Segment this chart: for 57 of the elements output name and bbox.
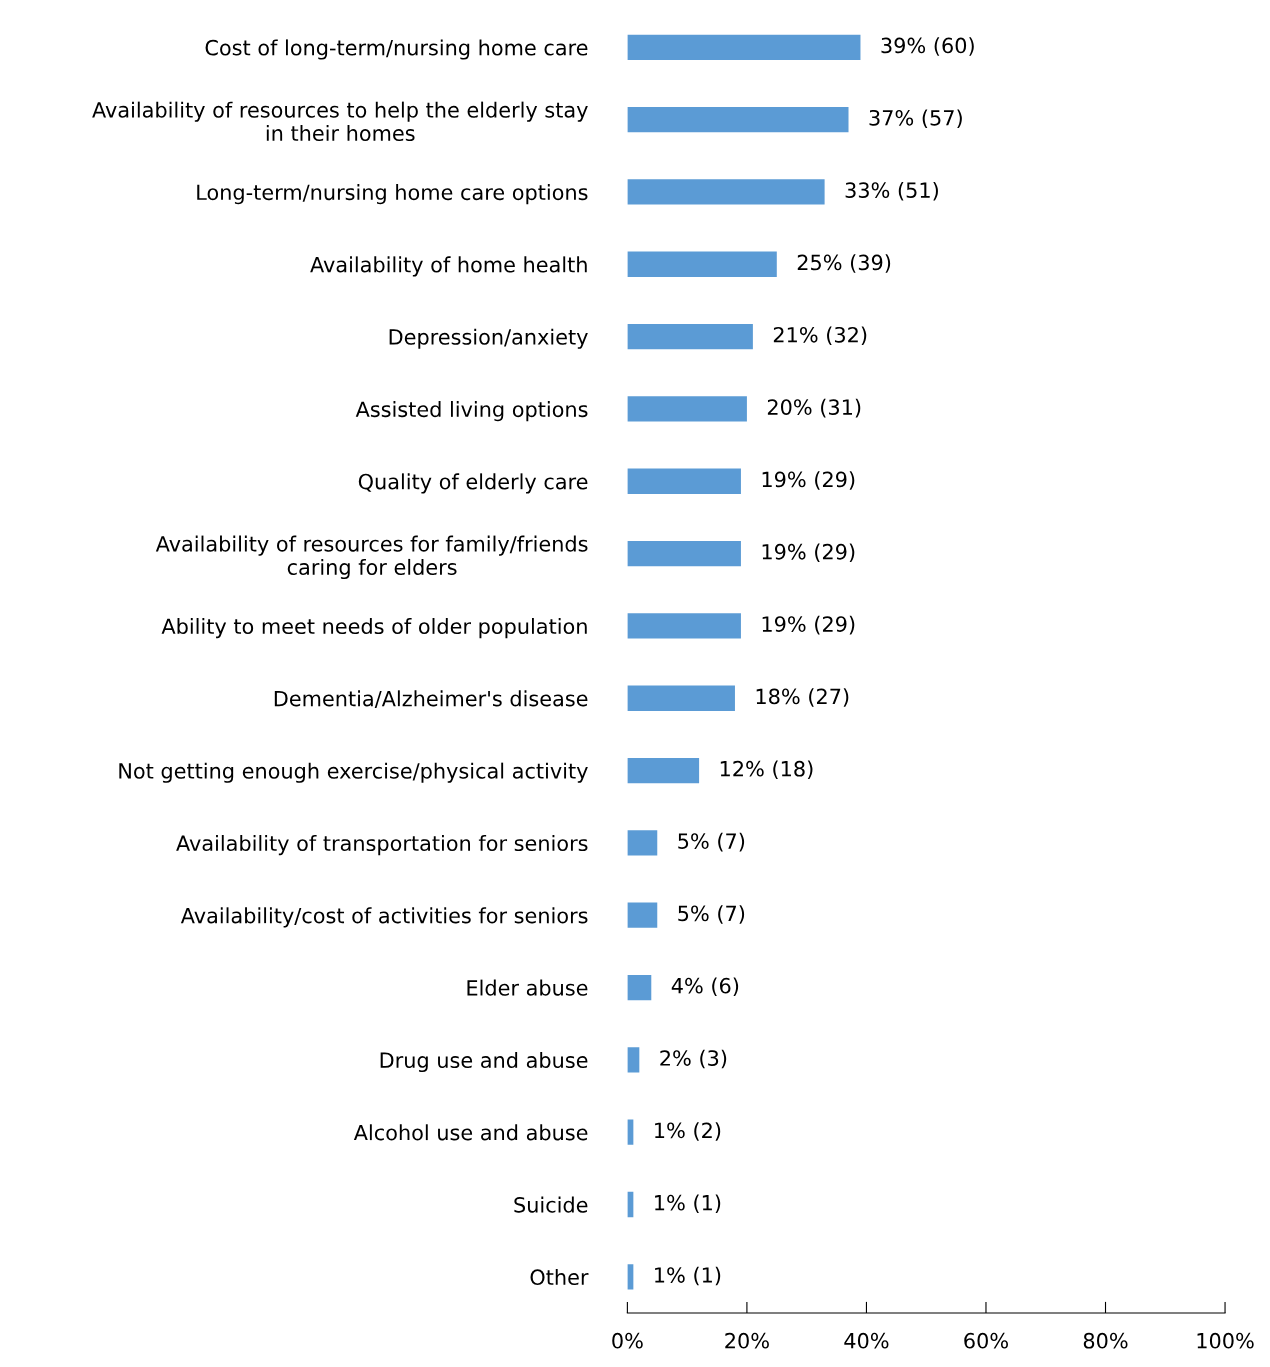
x-tick-label: 100% xyxy=(1197,1332,1254,1349)
y-tick-label: Quality of elderly care xyxy=(358,473,588,494)
bar xyxy=(627,685,735,711)
data-label: 18% (27) xyxy=(756,688,849,707)
y-tick-label: Drug use and abuse xyxy=(380,1051,588,1073)
bar xyxy=(627,251,777,277)
bar xyxy=(627,179,825,205)
data-label: 37% (57) xyxy=(869,109,962,129)
y-tick-label: Dementia/Alzheimer's disease xyxy=(274,690,588,709)
y-tick-label: Depression/anxiety xyxy=(389,328,588,349)
data-label: 21% (32) xyxy=(773,326,867,346)
y-tick-label: Long-term/nursing home care options xyxy=(197,184,588,205)
bar xyxy=(627,830,658,856)
x-tick-label: 20% xyxy=(725,1332,769,1349)
data-label: 25% (39) xyxy=(797,254,891,273)
y-tick-label: Ability to meet needs of older population xyxy=(161,617,587,639)
bar xyxy=(627,34,861,60)
y-tick-label: Availability of resources to help the elderly stay in their homes xyxy=(92,101,588,142)
data-label: 19% (29) xyxy=(762,615,855,635)
data-label: 20% (31) xyxy=(767,398,861,418)
data-label: 5% (7) xyxy=(678,832,745,852)
data-label: 1% (1) xyxy=(655,1194,721,1214)
y-tick-label: Availability/cost of activities for seniors xyxy=(180,907,588,928)
y-tick-label: Alcohol use and abuse xyxy=(353,1124,588,1141)
data-label: 12% (18) xyxy=(720,760,813,780)
bar xyxy=(627,902,658,928)
bar xyxy=(627,106,849,133)
x-tick-label: 60% xyxy=(964,1332,1008,1349)
data-label: 5% (7) xyxy=(678,905,745,924)
x-tick-label: 0% xyxy=(612,1332,643,1349)
data-label: 1% (1) xyxy=(655,1266,721,1286)
y-tick-label: Elder abuse xyxy=(467,979,588,996)
data-label: 2% (3) xyxy=(660,1049,727,1069)
x-tick-label: 40% xyxy=(844,1332,889,1349)
y-tick-label: Not getting enough exercise/physical activity xyxy=(119,762,588,783)
y-tick-label: Suicide xyxy=(514,1196,588,1213)
bar xyxy=(627,396,747,422)
y-tick-label: Availability of transportation for seniors xyxy=(176,834,588,856)
bar xyxy=(627,757,700,784)
x-tick-label: 80% xyxy=(1083,1332,1128,1349)
data-label: 19% (29) xyxy=(762,471,855,490)
data-label: 19% (29) xyxy=(762,543,855,563)
data-label: 4% (6) xyxy=(671,977,739,997)
y-tick-label: Cost of long-term/nursing home care xyxy=(205,39,588,60)
bar xyxy=(627,540,741,567)
y-tick-label: Availability of home health xyxy=(310,256,587,277)
data-label: 39% (60) xyxy=(881,37,974,56)
bar xyxy=(627,323,753,350)
bar xyxy=(627,613,741,639)
bar xyxy=(627,468,741,494)
y-tick-label: Availability of resources for family/friends caring for elders xyxy=(155,535,588,580)
data-label: 1% (2) xyxy=(655,1122,721,1141)
y-tick-label: Assisted living options xyxy=(355,401,588,422)
bar xyxy=(627,974,652,1001)
data-label: 33% (51) xyxy=(845,181,938,201)
bar xyxy=(627,1047,640,1073)
y-tick-label: Other xyxy=(530,1268,589,1286)
